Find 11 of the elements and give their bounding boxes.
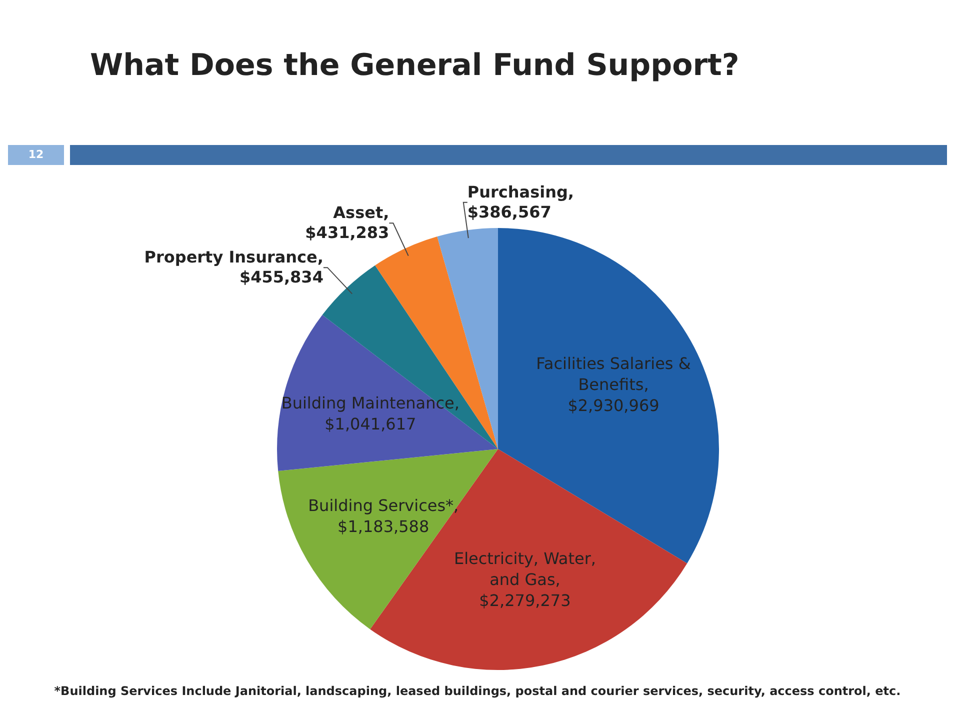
slice-label: Asset, $431,283 bbox=[305, 203, 390, 242]
text: 12 bbox=[8, 145, 64, 165]
slice-label: Building Services*, $1,183,588 bbox=[308, 496, 459, 536]
text: *Building Services Include Janitorial, landscaping, leased buildings, postal and courier services, security, access control, etc. bbox=[53, 684, 902, 698]
slice-label: Electricity, Water, and Gas, $2,279,273 bbox=[454, 548, 596, 610]
slice-label: Building Maintenance, $1,041,617 bbox=[281, 393, 460, 434]
slice-label: Purchasing, $386,567 bbox=[467, 182, 574, 222]
pie-slice bbox=[277, 314, 498, 471]
slice-label: Facilities Salaries & Benefits, $2,930,969 bbox=[536, 354, 691, 415]
slice-label: Property Insurance, $455,834 bbox=[144, 248, 324, 287]
chart-title: What Does the General Fund Support? bbox=[90, 48, 740, 83]
